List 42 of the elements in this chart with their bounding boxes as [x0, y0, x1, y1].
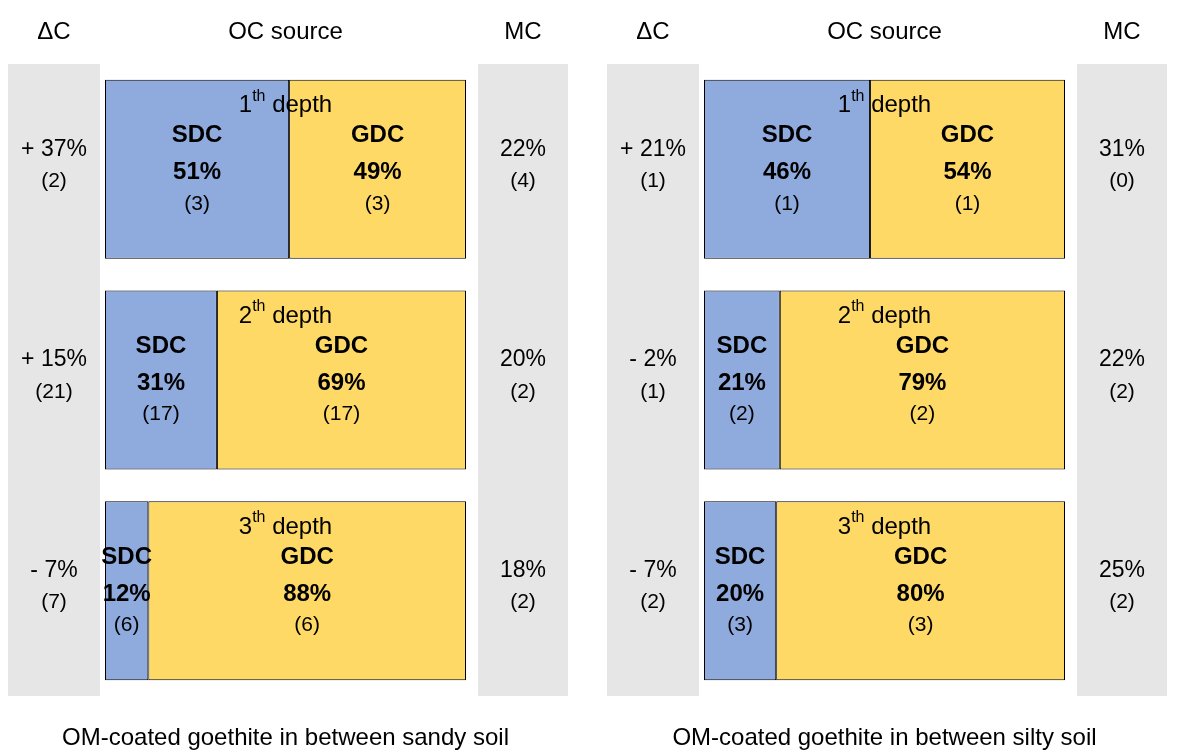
- text: - 2% (1): [629, 345, 677, 402]
- data-label: 69% (17): [317, 368, 366, 425]
- text: ΔC: [636, 16, 670, 44]
- text: GDC: [940, 120, 995, 148]
- text: OC source: [228, 16, 343, 44]
- text: SDC: [171, 120, 223, 148]
- text: 31% (0): [1098, 134, 1146, 192]
- text: ΔC: [37, 16, 71, 44]
- text: + 21% (1): [620, 134, 686, 192]
- text: 22% (4): [499, 134, 547, 192]
- series-label: GDC: [314, 331, 369, 359]
- text: SDC: [761, 120, 813, 148]
- text: MC: [504, 16, 542, 44]
- data-label: 31% (17): [136, 368, 185, 425]
- text: GDC: [893, 541, 948, 569]
- text: - 7% (7): [30, 556, 78, 613]
- data-label: 46% (1): [763, 157, 812, 214]
- series-label: SDC: [714, 541, 766, 569]
- data-label: 20% (3): [716, 578, 765, 635]
- data-label: 21% (2): [717, 368, 766, 425]
- text: 20% (2): [499, 345, 547, 402]
- series-label: GDC: [895, 331, 950, 359]
- data-label: 88% (6): [283, 578, 332, 635]
- data-label: 49% (3): [353, 157, 402, 214]
- text: 25% (2): [1098, 556, 1146, 613]
- text: GDC: [350, 120, 405, 148]
- text: SDC: [135, 331, 187, 359]
- x-axis-title: OM-coated goethite in between sandy soil: [62, 722, 509, 750]
- text: + 37% (2): [21, 134, 87, 192]
- text: 22% (2): [1098, 345, 1146, 402]
- text: MC: [1103, 16, 1141, 44]
- data-label: 80% (3): [896, 578, 945, 635]
- text: OC source: [827, 16, 942, 44]
- data-label: 54% (1): [943, 157, 992, 214]
- text: + 15% (21): [21, 345, 87, 402]
- data-label: 51% (3): [173, 157, 222, 214]
- text: - 7% (2): [629, 556, 677, 613]
- text: GDC: [280, 541, 334, 569]
- text: SDC: [716, 331, 768, 359]
- x-axis-title: OM-coated goethite in between silty soil: [672, 722, 1097, 750]
- text: 18% (2): [499, 556, 547, 613]
- data-label: 79% (2): [898, 368, 947, 425]
